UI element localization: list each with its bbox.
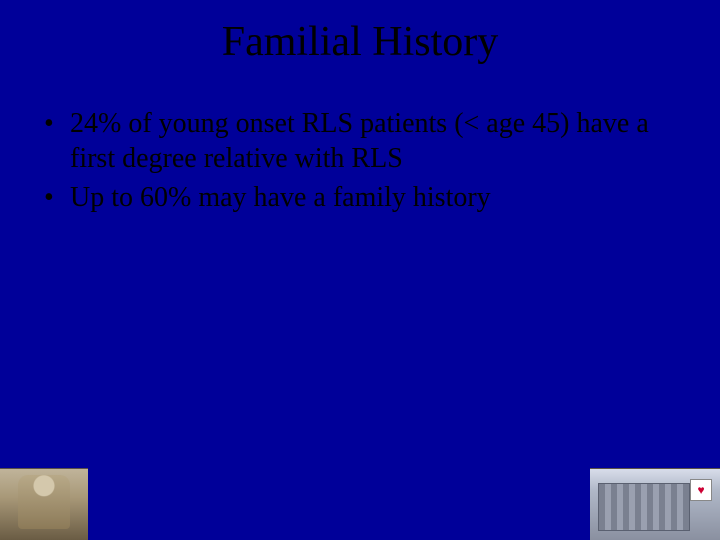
footer-right-image (590, 468, 720, 540)
footer-left-image (0, 468, 88, 540)
slide-title: Familial History (0, 0, 720, 76)
bullet-item: Up to 60% may have a family history (40, 180, 680, 215)
bullet-item: 24% of young onset RLS patients (< age 4… (40, 106, 680, 176)
bullet-list: 24% of young onset RLS patients (< age 4… (0, 76, 720, 215)
slide: Familial History 24% of young onset RLS … (0, 0, 720, 540)
